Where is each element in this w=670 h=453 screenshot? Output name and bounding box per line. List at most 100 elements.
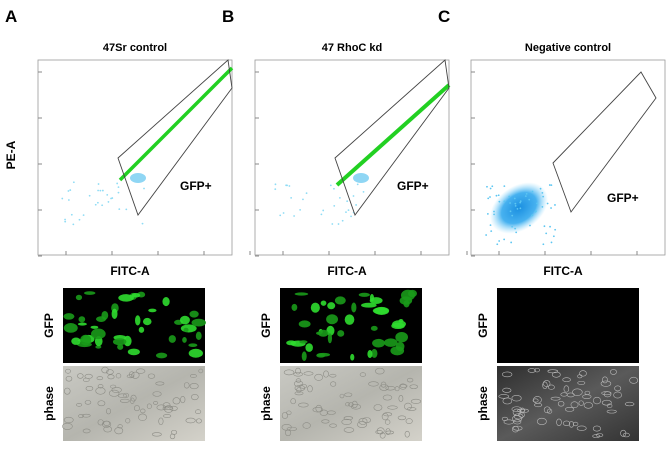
phase-cell: [341, 418, 352, 425]
event-dot: [293, 215, 296, 217]
event-dot: [487, 197, 490, 200]
event-dot: [516, 208, 519, 210]
phase-cell: [162, 406, 173, 411]
phase-cell: [326, 410, 336, 415]
phase-cell: [592, 425, 601, 432]
phase-cell: [319, 409, 328, 416]
gfp-cell: [299, 340, 308, 344]
event-dot: [88, 194, 91, 197]
phase-cell: [512, 425, 519, 433]
event-dot: [331, 223, 334, 225]
phase-cell: [296, 387, 302, 394]
event-dot: [322, 209, 325, 212]
phase-cell: [286, 410, 292, 416]
panel-letter: A: [5, 7, 17, 26]
event-dot: [82, 214, 85, 217]
event-dot: [116, 182, 119, 185]
phase-cell: [156, 404, 167, 411]
phase-cell: [129, 397, 135, 404]
event-dot: [101, 204, 104, 207]
event-dot: [274, 183, 277, 186]
phase-cell: [512, 425, 523, 431]
phase-cell: [135, 368, 146, 374]
event-dot: [69, 189, 72, 191]
phase-cell: [102, 420, 112, 428]
gfp-cell: [188, 348, 203, 358]
event-dot: [305, 192, 308, 195]
gfp-cell: [370, 325, 378, 331]
gfp-cell: [63, 313, 75, 320]
phase-cell: [140, 408, 146, 414]
phase-cell: [146, 403, 152, 409]
phase-cell: [624, 401, 635, 407]
phase-cell: [119, 398, 130, 403]
phase-cell: [385, 428, 391, 436]
event-dot: [101, 189, 104, 192]
event-dot: [498, 200, 501, 203]
phase-cell: [563, 385, 570, 393]
event-dot: [70, 213, 73, 216]
event-dot: [543, 225, 546, 228]
phase-cell: [404, 430, 410, 438]
gfp-cell: [75, 294, 83, 301]
phase-cell: [542, 381, 548, 389]
event-dot: [347, 209, 350, 212]
gfp-cell: [111, 308, 118, 320]
event-dot: [536, 202, 538, 205]
phase-cell: [125, 418, 131, 424]
phase-cell: [394, 386, 400, 392]
phase-cell: [406, 377, 414, 383]
event-dot: [333, 204, 336, 207]
event-dot: [548, 184, 551, 186]
phase-cell: [283, 369, 295, 376]
event-dot: [111, 197, 114, 199]
gfp-cell: [118, 294, 134, 302]
event-dot: [489, 196, 491, 198]
gate: [334, 59, 450, 216]
phase-cell: [548, 384, 555, 390]
phase-cell: [97, 419, 104, 426]
phase-cell: [293, 371, 303, 377]
gfp-cell: [179, 315, 190, 325]
phase-cell: [82, 428, 91, 434]
event-dot: [545, 232, 548, 235]
phase-cell: [96, 376, 104, 381]
event-dot: [356, 183, 359, 186]
phase-cell: [498, 394, 510, 399]
phase-cell: [399, 383, 407, 390]
gate: [552, 71, 657, 213]
phase-cell: [64, 387, 71, 395]
gfp-cell: [395, 332, 408, 343]
gfp-cell: [183, 327, 189, 333]
event-dot: [524, 195, 527, 198]
phase-cell: [123, 392, 129, 398]
phase-cell: [344, 392, 353, 397]
gfp-cell: [182, 336, 187, 343]
plot-frame: [254, 59, 450, 256]
event-dot: [508, 195, 511, 198]
phase-cell: [387, 405, 398, 410]
y-axis-label: PE-A: [4, 140, 18, 169]
event-dot: [345, 211, 347, 213]
phase-cell: [189, 383, 199, 390]
gfp-cell: [369, 294, 374, 302]
event-dot: [528, 198, 531, 201]
phase-cell: [533, 396, 542, 404]
phase-cell: [147, 373, 156, 379]
event-dot: [514, 202, 517, 205]
gfp-cell: [71, 337, 81, 345]
x-axis-label: FITC-A: [543, 264, 583, 278]
phase-cell: [576, 425, 587, 431]
phase-cell: [343, 416, 353, 420]
event-dot: [107, 201, 110, 203]
gfp-cell: [327, 302, 336, 310]
phase-cell: [195, 418, 202, 424]
event-dot: [549, 225, 551, 228]
event-dot: [78, 218, 81, 221]
gfp-cell: [189, 310, 199, 318]
gfp-cell: [134, 315, 141, 326]
event-stream: [118, 66, 234, 182]
plot-frame: [37, 59, 233, 256]
gfp-cell: [327, 333, 333, 344]
phase-cell: [183, 382, 190, 389]
